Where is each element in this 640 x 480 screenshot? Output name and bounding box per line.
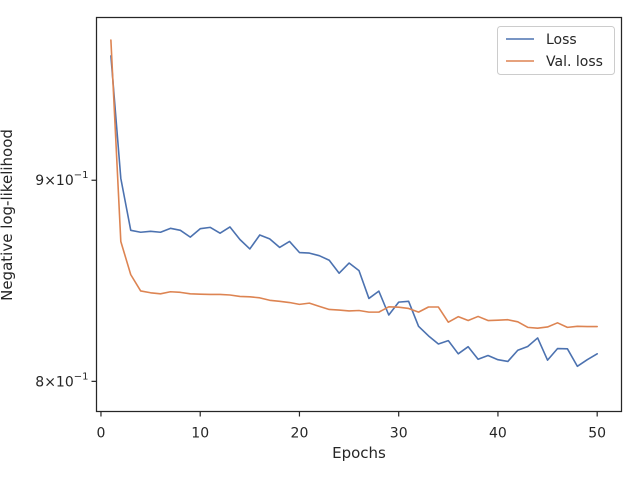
legend-label-loss: Loss bbox=[546, 32, 577, 48]
x-axis-label: Epochs bbox=[332, 444, 386, 462]
series-layer bbox=[110, 39, 598, 368]
legend-label-val-loss: Val. loss bbox=[546, 54, 603, 70]
series-line-val-loss bbox=[110, 39, 598, 329]
series-line-loss bbox=[110, 55, 598, 368]
y-tick-label: 9×10−1 bbox=[35, 170, 88, 189]
y-axis-label: Negative log-likelihood bbox=[0, 129, 16, 301]
legend: Loss Val. loss bbox=[497, 26, 615, 75]
y-tick-label: 8×10−1 bbox=[35, 371, 88, 390]
x-axis: 0 10 20 30 40 50 bbox=[97, 411, 606, 442]
x-tick-label: 0 bbox=[97, 426, 106, 442]
y-axis: 8×10−1 9×10−1 bbox=[35, 170, 97, 390]
x-tick-label: 20 bbox=[291, 426, 309, 442]
x-tick-label: 10 bbox=[191, 426, 209, 442]
x-tick-label: 30 bbox=[390, 426, 408, 442]
x-tick-label: 50 bbox=[588, 426, 606, 442]
x-tick-label: 40 bbox=[489, 426, 507, 442]
plot-frame bbox=[95, 16, 623, 413]
